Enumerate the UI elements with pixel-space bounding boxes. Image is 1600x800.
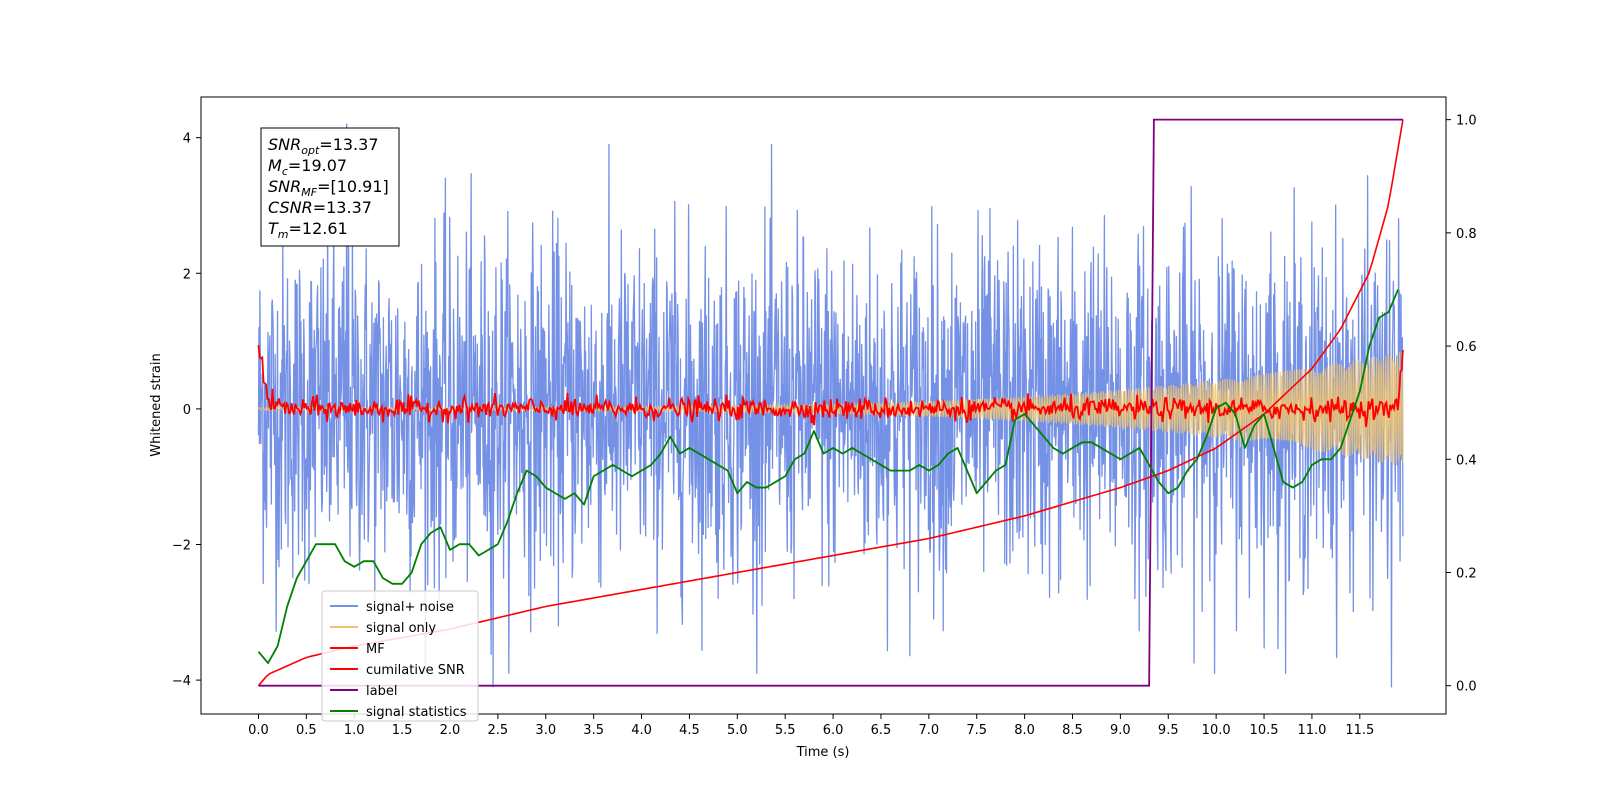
series-signal-only [257,352,1404,465]
x-tick-label: 1.5 [392,723,413,738]
legend-label: MF [366,642,385,657]
info-box-line: SNRopt=13.37 [268,135,379,157]
y-tick-label: 0 [183,403,191,418]
info-box-line: CSNR=13.37 [268,198,372,217]
info-box-frame [260,127,400,247]
x-tick-label: 4.0 [631,723,652,738]
x-tick-label: 1.0 [344,723,365,738]
series-mf [257,344,1404,428]
x-tick-label: 8.5 [1062,723,1083,738]
y-tick-label: 4 [183,132,191,147]
x-tick-label: 0.5 [296,723,317,738]
y2-tick-label: 1.0 [1456,114,1477,129]
legend-label: label [366,684,397,699]
info-box-line: SNRMF=[10.91] [268,177,389,199]
x-tick-label: 6.5 [871,723,892,738]
legend: signal+ noise signal only MF cumilative SNR… [321,590,479,722]
y-tick-label: 2 [183,267,191,282]
x-tick-label: 11.0 [1297,723,1326,738]
x-tick-label: 7.0 [919,723,940,738]
x-axis-title: Time (s) [796,745,850,760]
y-tick-label: −2 [172,538,191,553]
x-tick-label: 2.0 [440,723,461,738]
info-box-line: Tm=12.61 [268,219,348,241]
x-tick-label: 3.0 [535,723,556,738]
y2-tick-label: 0.8 [1456,227,1477,242]
x-tick-label: 9.0 [1110,723,1131,738]
x-axis: 0.0 0.5 1.0 1.5 2.0 2.5 3.0 3.5 4.0 4.5 5.0 5.5 6.0 6… [248,714,1374,738]
y2-tick-label: 0.6 [1456,340,1477,355]
y2-tick-label: 0.4 [1456,453,1477,468]
x-tick-label: 7.5 [966,723,987,738]
x-tick-label: 9.5 [1158,723,1179,738]
x-tick-label: 5.0 [727,723,748,738]
x-tick-label: 0.0 [248,723,269,738]
y-axis-left: −4 −2 0 2 4 [172,132,201,689]
x-tick-label: 10.0 [1202,723,1231,738]
x-tick-label: 2.5 [488,723,509,738]
x-tick-label: 5.5 [775,723,796,738]
legend-frame [321,590,479,722]
y2-tick-label: 0.0 [1456,680,1477,695]
x-tick-label: 10.5 [1250,723,1279,738]
x-tick-label: 11.5 [1345,723,1374,738]
y2-tick-label: 0.2 [1456,566,1477,581]
info-box: SNRopt=13.37Mc=19.07SNRMF=[10.91]CSNR=13… [260,127,400,247]
y-axis-right: 0.0 0.2 0.4 0.6 0.8 1.0 [1446,114,1477,695]
legend-label: cumilative SNR [366,663,465,678]
plot-frame [200,96,1447,715]
x-tick-label: 4.5 [679,723,700,738]
legend-label: signal only [366,621,436,636]
series-label [258,118,1403,687]
x-tick-label: 6.0 [823,723,844,738]
series-signal-statistics [257,289,1399,664]
x-tick-label: 8.0 [1014,723,1035,738]
legend-label: signal statistics [366,705,467,720]
y-axis-title: Whitened strain [149,353,164,456]
legend-label: signal+ noise [366,600,454,615]
y-tick-label: −4 [172,674,191,689]
x-tick-label: 3.5 [583,723,604,738]
info-box-line: Mc=19.07 [268,156,347,178]
